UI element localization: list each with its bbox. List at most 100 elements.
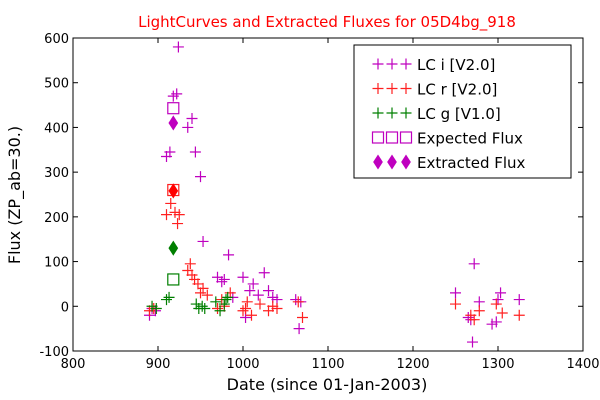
data-point xyxy=(192,278,204,290)
data-point xyxy=(462,311,474,323)
legend-label: Extracted Flux xyxy=(417,154,526,172)
legend-label: Expected Flux xyxy=(417,130,523,148)
legend-marker xyxy=(400,58,412,70)
legend-label: LC g [V1.0] xyxy=(417,105,501,123)
data-point xyxy=(244,285,256,297)
data-point xyxy=(222,291,234,303)
data-point xyxy=(290,294,302,306)
data-point xyxy=(467,336,478,348)
y-axis-title: Flux (ZP_ab=30.) xyxy=(5,126,25,264)
data-point xyxy=(218,298,230,310)
data-point xyxy=(173,209,185,221)
data-point xyxy=(164,146,176,158)
legend-marker xyxy=(386,83,398,94)
data-point xyxy=(163,291,175,303)
x-tick-label: 1300 xyxy=(481,357,514,372)
data-point xyxy=(490,298,502,310)
y-tick-label: 500 xyxy=(44,77,69,92)
y-tick-label: 300 xyxy=(44,166,69,181)
legend-marker xyxy=(401,154,411,170)
data-point xyxy=(247,278,259,290)
legend-marker xyxy=(386,58,398,70)
data-point xyxy=(214,305,226,317)
data-point xyxy=(490,316,502,328)
legend-marker xyxy=(373,154,383,170)
x-tick-label: 1100 xyxy=(311,357,344,372)
data-point xyxy=(258,267,270,279)
data-point xyxy=(450,287,461,299)
data-point xyxy=(223,249,235,261)
data-point xyxy=(168,115,179,131)
data-point xyxy=(218,273,230,285)
x-tick-label: 1000 xyxy=(226,357,259,372)
x-tick-label: 800 xyxy=(61,357,86,372)
data-point xyxy=(167,102,180,115)
data-point xyxy=(167,273,180,286)
data-point xyxy=(241,296,253,308)
data-point xyxy=(168,240,179,256)
data-point xyxy=(190,298,202,310)
data-point xyxy=(513,309,525,321)
x-tick-label: 1400 xyxy=(566,357,599,372)
data-point xyxy=(292,296,304,308)
y-tick-label: 600 xyxy=(44,32,69,47)
data-point xyxy=(182,121,194,133)
data-point xyxy=(293,323,305,335)
x-tick-label: 1200 xyxy=(396,357,429,372)
data-point xyxy=(161,209,172,221)
legend-marker xyxy=(372,107,384,119)
data-point xyxy=(212,303,223,315)
chart-title: LightCurves and Extracted Fluxes for 05D… xyxy=(138,13,516,32)
data-point xyxy=(184,258,196,270)
data-point xyxy=(473,305,485,317)
data-point xyxy=(513,294,525,306)
legend-box xyxy=(353,44,572,179)
data-point xyxy=(220,294,232,306)
data-point xyxy=(197,282,209,294)
data-point xyxy=(216,276,228,288)
legend-label: LC r [V2.0] xyxy=(417,81,497,99)
legend-marker xyxy=(371,131,385,144)
data-point xyxy=(492,294,504,306)
x-axis: 800 900 1000 1100 1200 1300 1400 xyxy=(61,38,600,372)
data-point xyxy=(197,235,209,247)
data-point xyxy=(189,146,201,158)
data-point xyxy=(240,303,252,315)
x-axis-title: Date (since 01-Jan-2003) xyxy=(227,375,428,394)
legend-marker xyxy=(387,154,397,170)
data-point xyxy=(172,218,184,230)
data-point xyxy=(237,271,249,283)
data-point xyxy=(186,112,198,124)
x-tick-label: 900 xyxy=(146,357,171,372)
data-point xyxy=(150,303,162,315)
data-point xyxy=(168,183,179,199)
data-point xyxy=(252,289,264,301)
data-point xyxy=(495,287,507,299)
data-point xyxy=(210,296,222,308)
data-point xyxy=(246,309,257,321)
legend-marker xyxy=(385,131,399,144)
data-point xyxy=(186,269,198,281)
data-point xyxy=(450,298,461,310)
legend-marker xyxy=(372,83,384,94)
data-markers xyxy=(144,41,525,348)
data-point xyxy=(161,294,172,306)
legend-marker xyxy=(400,83,412,94)
legend: LC i [V2.0] LC r [V2.0] LC g [V1.0] Expecte… xyxy=(353,44,572,179)
data-point xyxy=(196,300,208,312)
y-tick-label: 100 xyxy=(44,256,69,271)
data-point xyxy=(297,311,308,323)
y-tick-label: 400 xyxy=(44,121,69,136)
data-point xyxy=(468,314,480,326)
data-point xyxy=(195,171,206,183)
data-point xyxy=(271,303,283,315)
data-point xyxy=(224,287,236,299)
data-point xyxy=(263,285,274,297)
data-point xyxy=(195,287,206,299)
data-point xyxy=(165,197,177,209)
legend-marker xyxy=(400,107,412,119)
y-tick-label: 0 xyxy=(61,300,69,315)
data-point xyxy=(199,303,211,315)
y-tick-label: -100 xyxy=(39,345,69,360)
